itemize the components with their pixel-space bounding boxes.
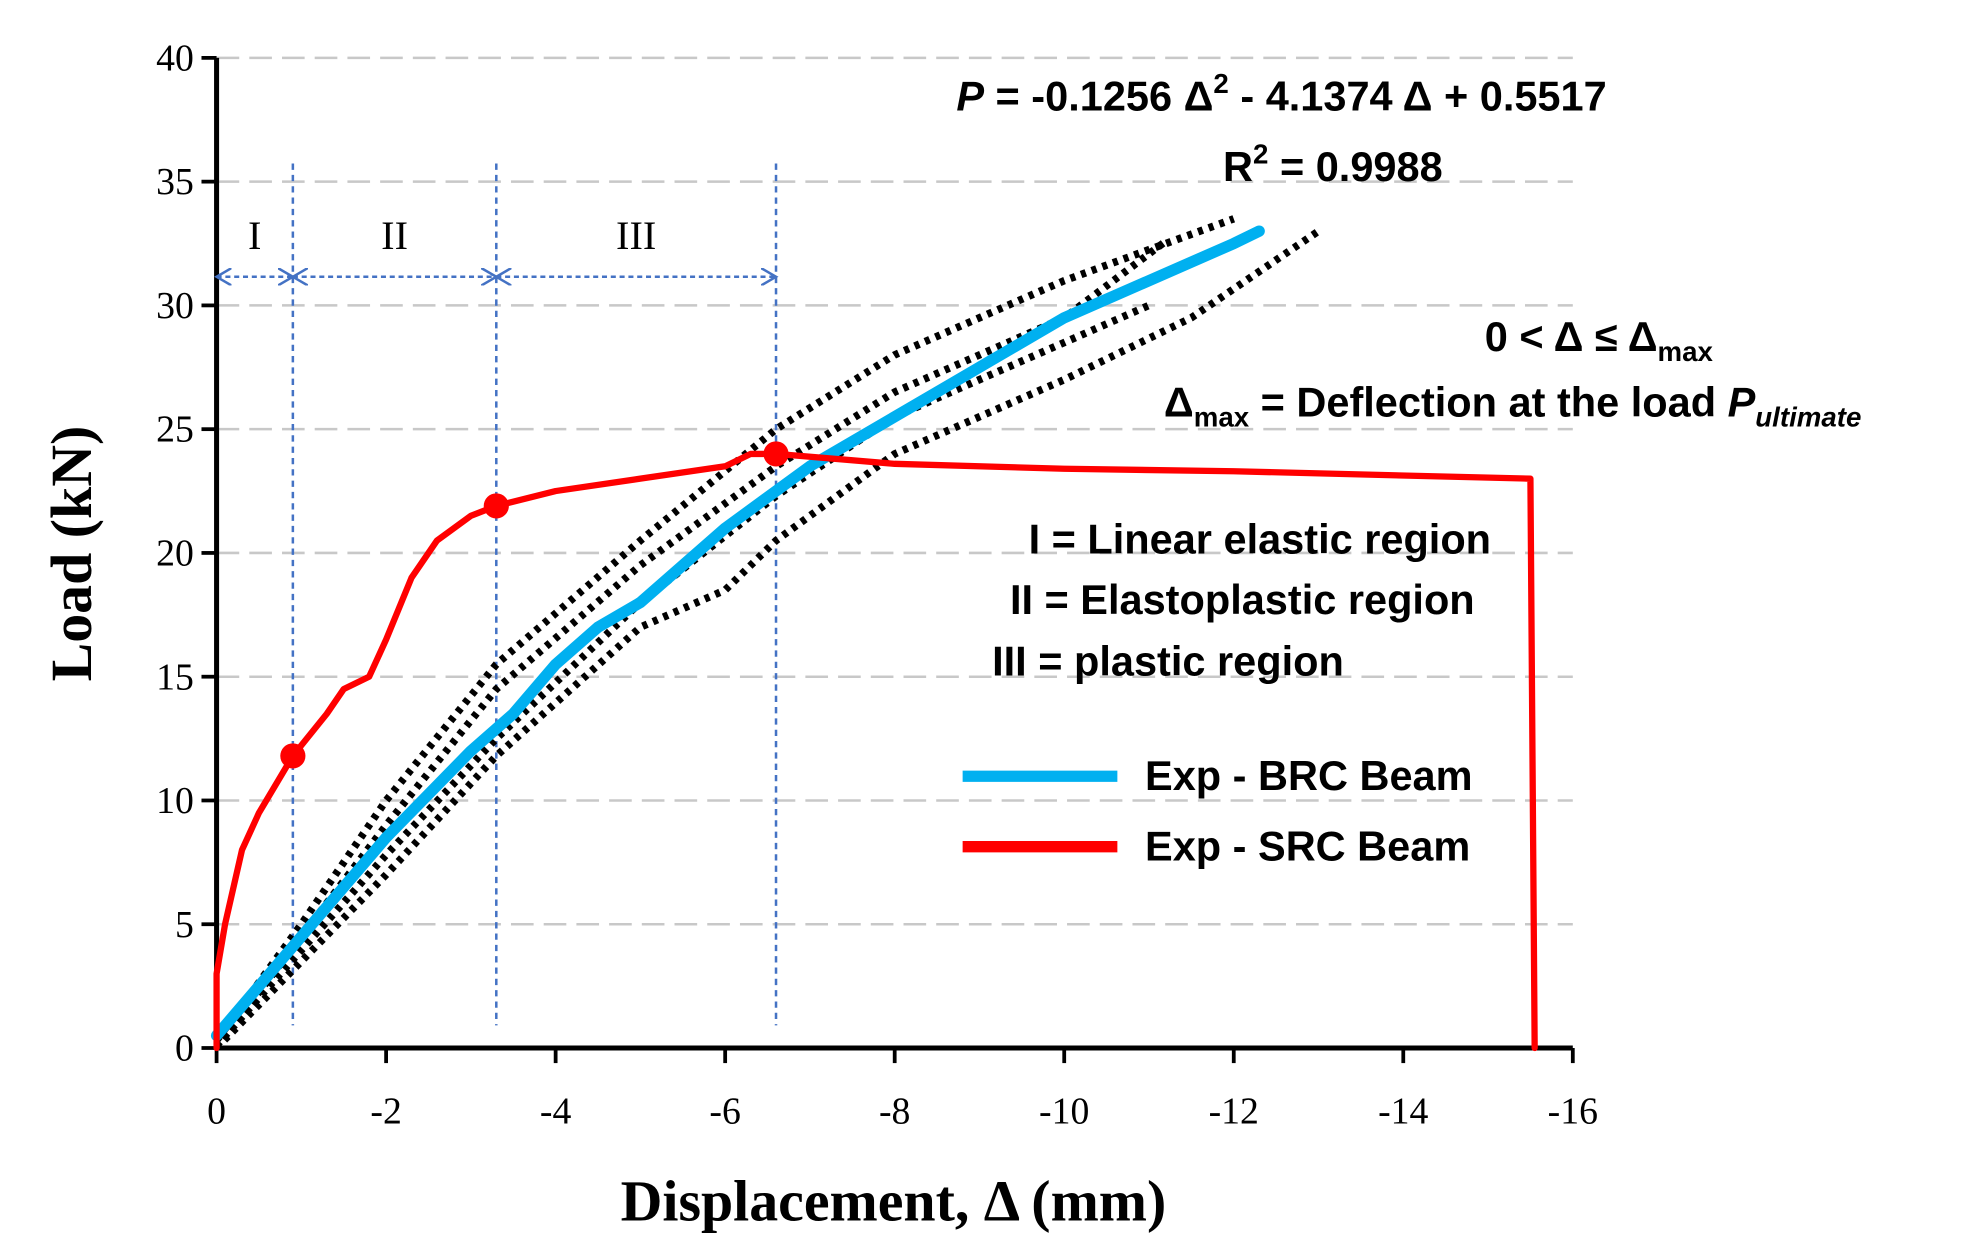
x-tick-label: 0 [207,1090,226,1132]
range-part: 0 < Δ ≤ Δ [1485,313,1658,360]
eq-part: P [956,73,984,120]
eq-part: 2 [1213,68,1228,99]
r-squared: R2 = 0.9988 [1223,139,1443,191]
region-note: III = plastic region [992,638,1344,685]
bound-line [213,228,1321,1051]
def-part: Δ [1164,378,1194,425]
x-tick-label: -12 [1209,1090,1259,1132]
equation: P = -0.1256 Δ2 - 4.1374 Δ + 0.5517 [956,68,1606,120]
bound-line [213,215,1236,1043]
r2-part: R [1223,143,1253,190]
eq-part: - 4.1374 Δ + 0.5517 [1229,73,1607,120]
bound-line [213,238,1169,1051]
y-tick-label: 0 [175,1028,194,1070]
y-tick-label: 20 [156,533,194,575]
eq-part: = -0.1256 Δ [984,73,1213,120]
grid: 0 5 10 15 20 25 30 35 40 0 -2 -4 -6 -8 -10 -12 -14 -16 [156,37,1598,1132]
region-label: II [381,213,408,258]
r2-part: = 0.9988 [1268,143,1442,190]
region-label: I [248,213,261,258]
range: 0 < Δ ≤ Δmax [1485,313,1714,367]
y-tick-label: 30 [156,285,194,327]
y-tick-label: 10 [156,780,194,822]
range-part: max [1658,336,1714,367]
x-tick-label: -4 [540,1090,572,1132]
x-tick-label: -16 [1548,1090,1598,1132]
x-tick-label: -14 [1378,1090,1428,1132]
region-label: III [616,213,656,258]
region-note: II = Elastoplastic region [1010,576,1475,623]
x-tick-label: -6 [709,1090,740,1132]
def-part: max [1194,401,1250,432]
region-point [483,493,509,519]
series-line [213,450,1538,1052]
def-part: ultimate [1755,401,1861,432]
x-tick-label: -10 [1039,1090,1089,1132]
y-tick-label: 35 [156,161,194,203]
y-axis-title: Load (kN) [39,426,104,682]
def-part: P [1728,378,1756,425]
series-line [210,225,1265,1042]
y-tick-label: 25 [156,409,194,451]
r2-part: 2 [1253,139,1268,170]
y-tick-label: 15 [156,656,194,698]
legend-label: Exp - BRC Beam [1145,752,1472,799]
x-tick-label: -2 [370,1090,401,1132]
region-note: I = Linear elastic region [1029,516,1491,563]
def-part: = Deflection at the load [1249,378,1728,425]
x-axis-title: Displacement, Δ (mm) [621,1168,1167,1233]
region-point [280,743,306,769]
region-point [763,441,789,467]
legend-label: Exp - SRC Beam [1145,823,1470,870]
y-tick-label: 40 [156,37,194,79]
definition: Δmax = Deflection at the load Pultimate [1164,378,1861,432]
y-tick-label: 5 [175,904,194,946]
x-tick-label: -8 [879,1090,910,1132]
